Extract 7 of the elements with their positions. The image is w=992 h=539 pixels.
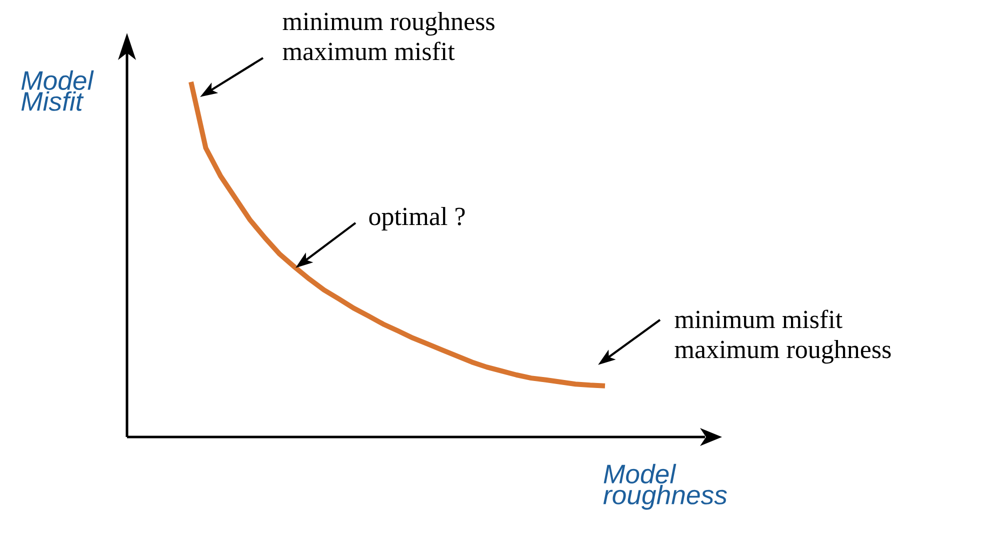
annotation: optimal ? <box>369 206 465 231</box>
x-axis-title: Model roughness <box>603 464 727 510</box>
text: maximum misfit <box>282 42 455 60</box>
text: maximum roughness <box>674 340 891 364</box>
text: minimum roughness <box>282 12 494 36</box>
y-axis-title: Model Misfit <box>21 70 94 111</box>
text: minimum misfit <box>674 310 842 328</box>
